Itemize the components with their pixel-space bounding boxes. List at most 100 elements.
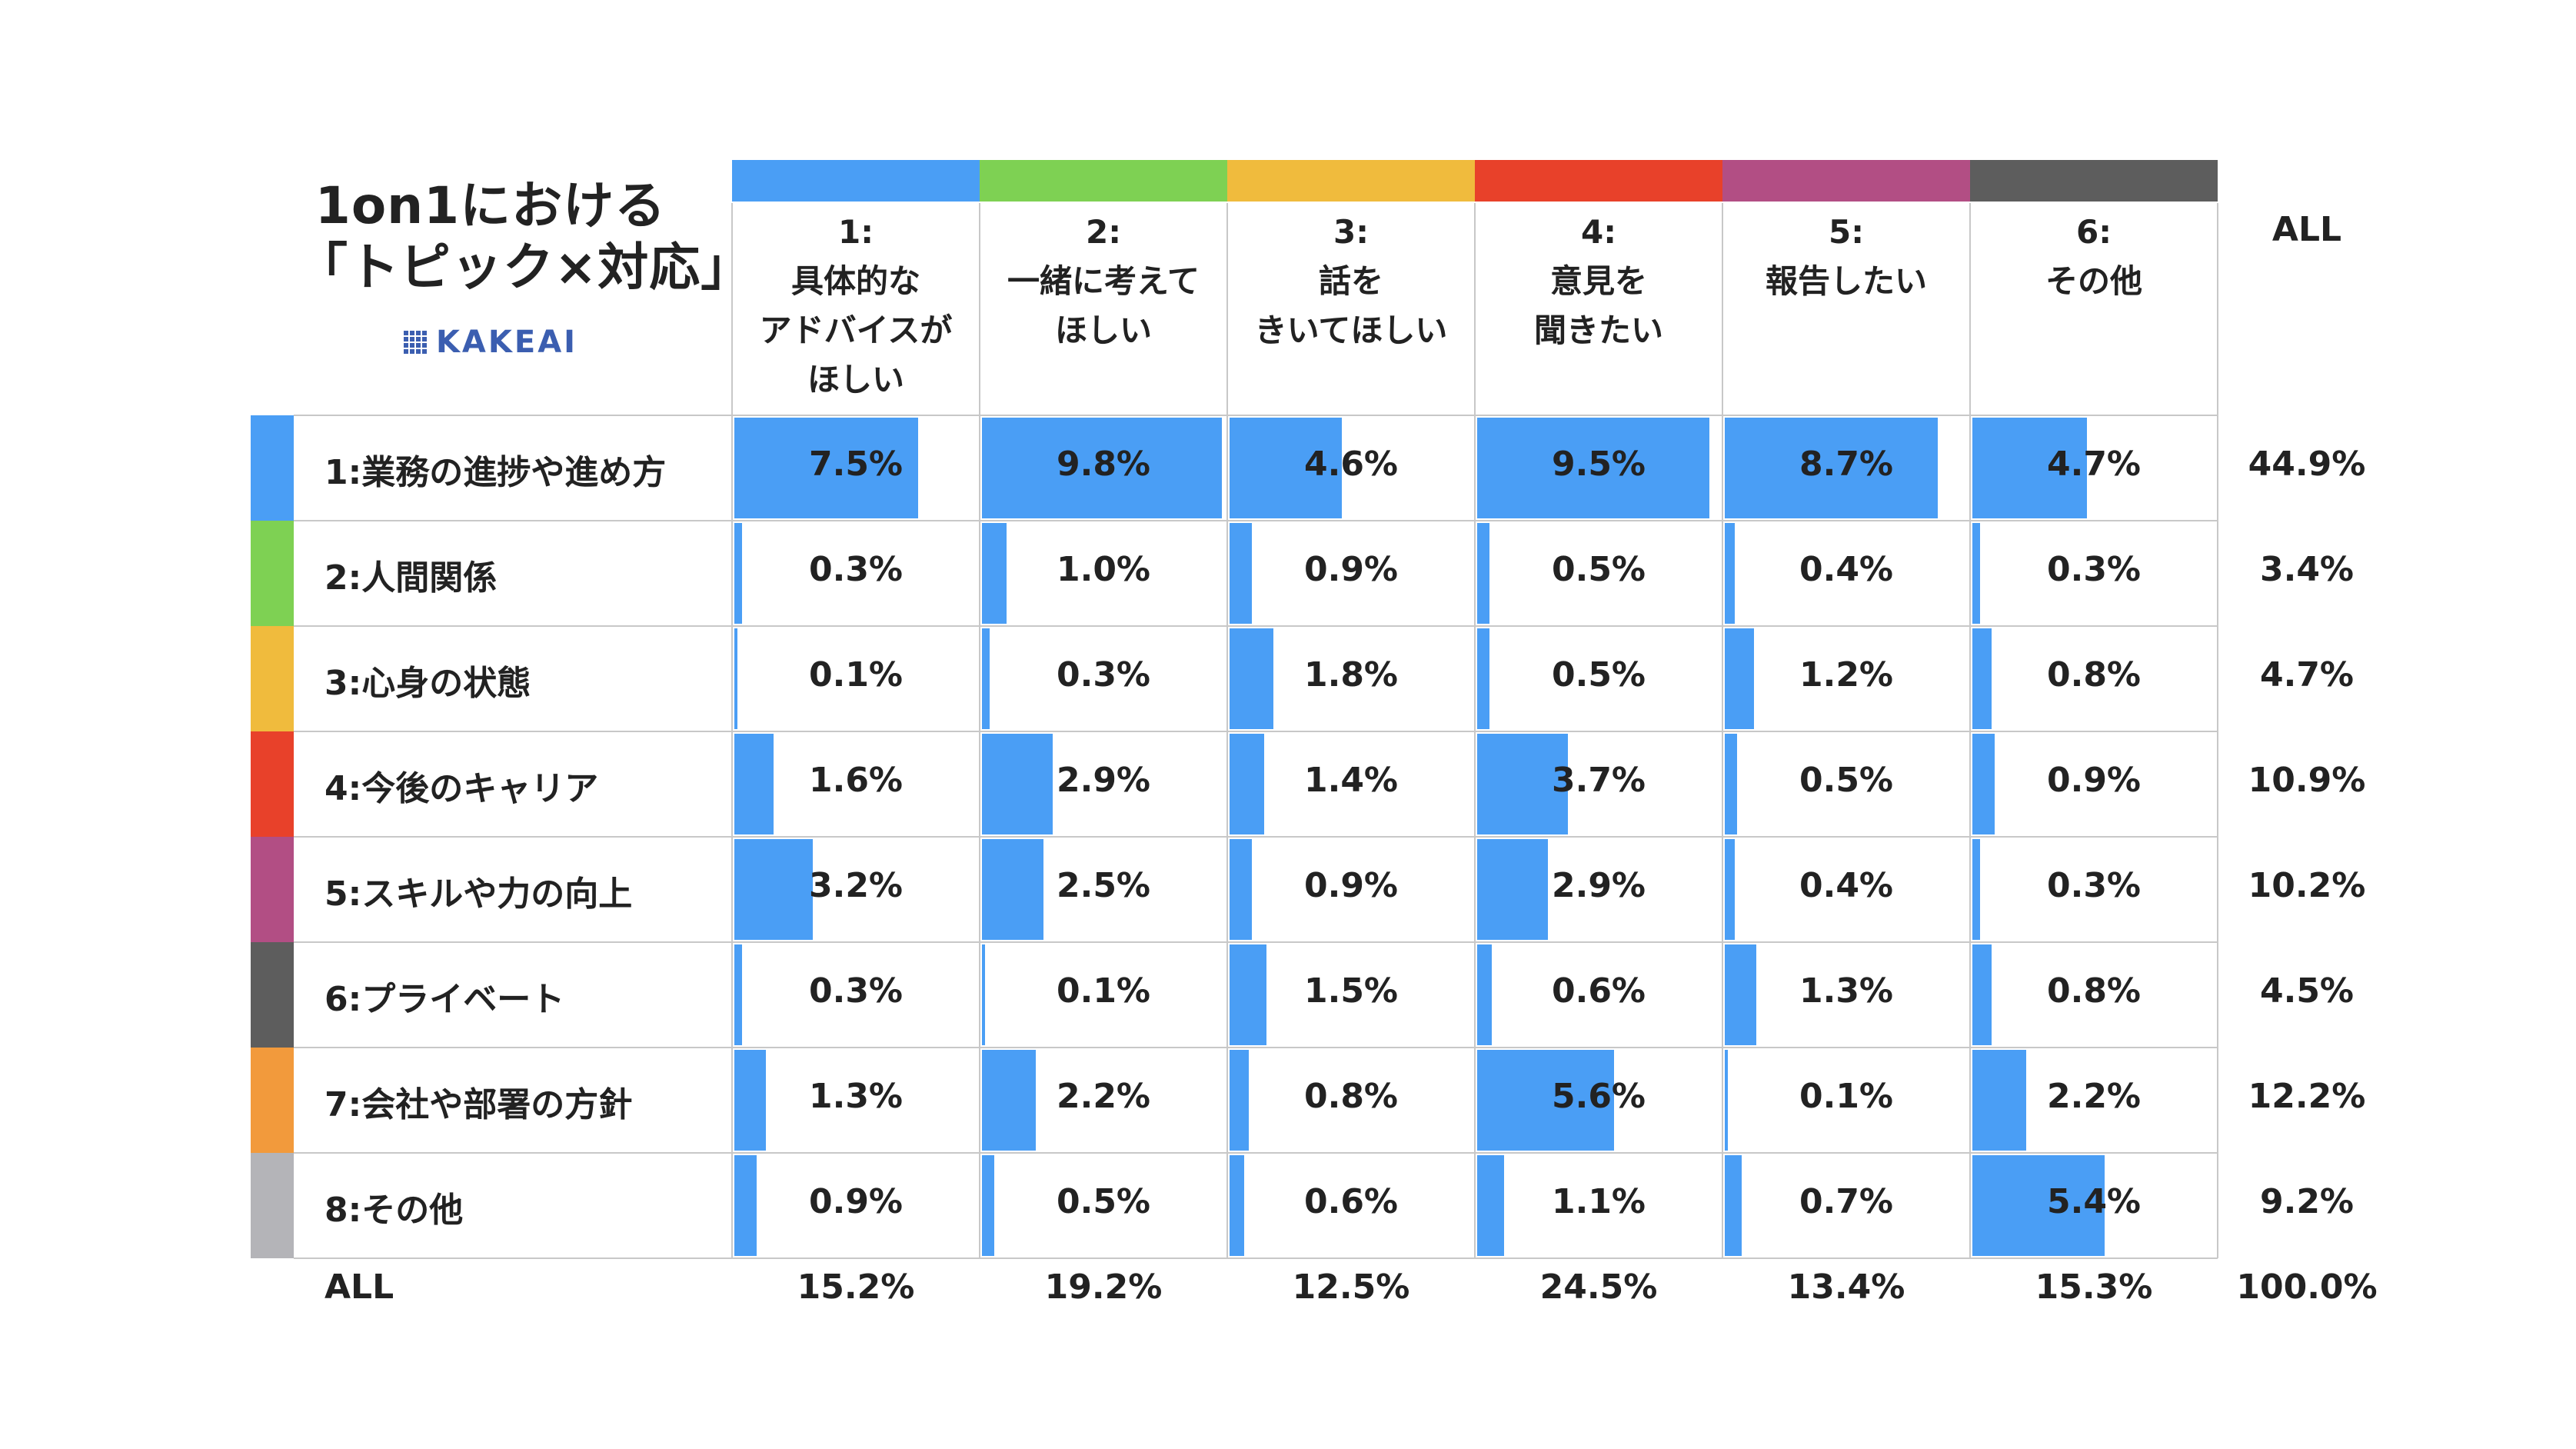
cell-value: 0.9% (1303, 866, 1399, 905)
grid-logo-icon (403, 331, 427, 354)
row-total: 12.2% (2248, 1077, 2366, 1116)
column-header-line: 4: (1580, 213, 1617, 251)
column-header-line: 意見を (1549, 262, 1647, 300)
cell-value: 5.4% (2046, 1182, 2142, 1221)
value-bar (1725, 523, 1735, 624)
value-bar (1972, 1050, 2026, 1151)
grid-hline (294, 520, 2218, 521)
row-color-swatch (251, 1048, 294, 1153)
row-label: 3:心身の状態 (324, 664, 531, 703)
row-total: 9.2% (2259, 1182, 2355, 1221)
value-bar (1972, 1155, 2105, 1256)
column-header-line: きいてほしい (1254, 311, 1448, 349)
column-header: 3: 話を きいてほしい (1227, 203, 1475, 414)
value-bar (982, 523, 1007, 624)
cell-value: 0.3% (808, 550, 904, 589)
cell-value: 0.9% (808, 1182, 904, 1221)
value-bar (1972, 628, 1992, 729)
value-bar (1477, 1050, 1615, 1151)
column-header-line: 聞きたい (1533, 311, 1663, 349)
value-bar (734, 1050, 767, 1151)
cell-value: 4.7% (2046, 445, 2142, 484)
grid-hline (294, 625, 2218, 627)
column-color-bar (1227, 160, 1475, 202)
cell-value: 0.5% (1799, 761, 1894, 800)
value-bar (1725, 839, 1735, 940)
column-total: 13.4% (1787, 1267, 1905, 1307)
value-bar (734, 1155, 757, 1256)
cell-value: 0.1% (1799, 1077, 1894, 1116)
row-total: 10.2% (2248, 866, 2366, 905)
value-bar (1972, 523, 1980, 624)
row-total: 4.7% (2259, 655, 2355, 695)
value-bar (1725, 1155, 1742, 1256)
value-bar (1230, 734, 1264, 834)
cell-value: 1.5% (1303, 971, 1399, 1011)
cell-value: 1.1% (1551, 1182, 1646, 1221)
row-label: 2:人間関係 (324, 558, 498, 598)
value-bar (982, 944, 985, 1045)
value-bar (1230, 1155, 1245, 1256)
value-bar (734, 523, 742, 624)
column-header-line: 1: (837, 213, 874, 251)
grid-hline (294, 731, 2218, 732)
column-header: 2: 一緒に考えて ほしい (980, 203, 1227, 414)
cell-value: 2.5% (1056, 866, 1151, 905)
value-bar (1725, 1050, 1728, 1151)
value-bar (1230, 418, 1343, 518)
row-color-swatch (251, 521, 294, 626)
value-bar (734, 734, 774, 834)
row-label: 1:業務の進捗や進め方 (324, 453, 667, 492)
row-total: 44.9% (2248, 445, 2366, 484)
column-header-line: 一緒に考えて (1007, 262, 1200, 300)
column-color-bar (1970, 160, 2218, 202)
value-bar (982, 1050, 1036, 1151)
cell-value: 2.9% (1056, 761, 1151, 800)
grand-total: 100.0% (2236, 1267, 2378, 1307)
cell-value: 0.8% (2046, 655, 2142, 695)
cell-value: 1.0% (1056, 550, 1151, 589)
cell-value: 0.7% (1799, 1182, 1894, 1221)
value-bar (1230, 839, 1252, 940)
value-bar (1725, 628, 1755, 729)
cell-value: 0.3% (2046, 866, 2142, 905)
all-column-header: ALL (2271, 210, 2342, 249)
row-color-swatch (251, 626, 294, 731)
value-bar (982, 1155, 994, 1256)
cell-value: 1.8% (1303, 655, 1399, 695)
column-header-line: その他 (2045, 262, 2142, 300)
value-bar (1725, 944, 1757, 1045)
cell-value: 0.3% (1056, 655, 1151, 695)
value-bar (1972, 734, 1995, 834)
row-color-swatch (251, 837, 294, 942)
value-bar (1230, 1050, 1250, 1151)
cell-value: 0.6% (1303, 1182, 1399, 1221)
cell-value: 3.2% (808, 866, 904, 905)
column-total: 24.5% (1539, 1267, 1658, 1307)
value-bar (1230, 944, 1266, 1045)
column-header: 5: 報告したい (1722, 203, 1970, 414)
value-bar (1477, 628, 1489, 729)
column-header-line: ほしい (807, 361, 904, 398)
column-color-bar (980, 160, 1227, 202)
cell-value: 0.1% (808, 655, 904, 695)
cell-value: 9.8% (1056, 445, 1151, 484)
cell-value: 7.5% (808, 445, 904, 484)
column-header: 4: 意見を聞きたい (1475, 203, 1722, 414)
row-total: 3.4% (2259, 550, 2355, 589)
column-total: 15.2% (797, 1267, 915, 1307)
cell-value: 0.4% (1799, 550, 1894, 589)
row-color-swatch (251, 731, 294, 837)
cell-value: 2.2% (1056, 1077, 1151, 1116)
value-bar (1725, 734, 1737, 834)
value-bar (734, 839, 813, 940)
grid-hline (294, 1152, 2218, 1154)
row-label: 4:今後のキャリア (324, 769, 599, 808)
column-header-line: ほしい (1054, 311, 1152, 349)
chart-title: 1on1における 「トピック×対応」 KAKEAI (297, 175, 751, 360)
column-color-bar (1722, 160, 1970, 202)
grid-hline (294, 941, 2218, 943)
row-color-swatch (251, 942, 294, 1048)
cell-value: 0.9% (1303, 550, 1399, 589)
column-header-line: 話を (1318, 262, 1383, 300)
